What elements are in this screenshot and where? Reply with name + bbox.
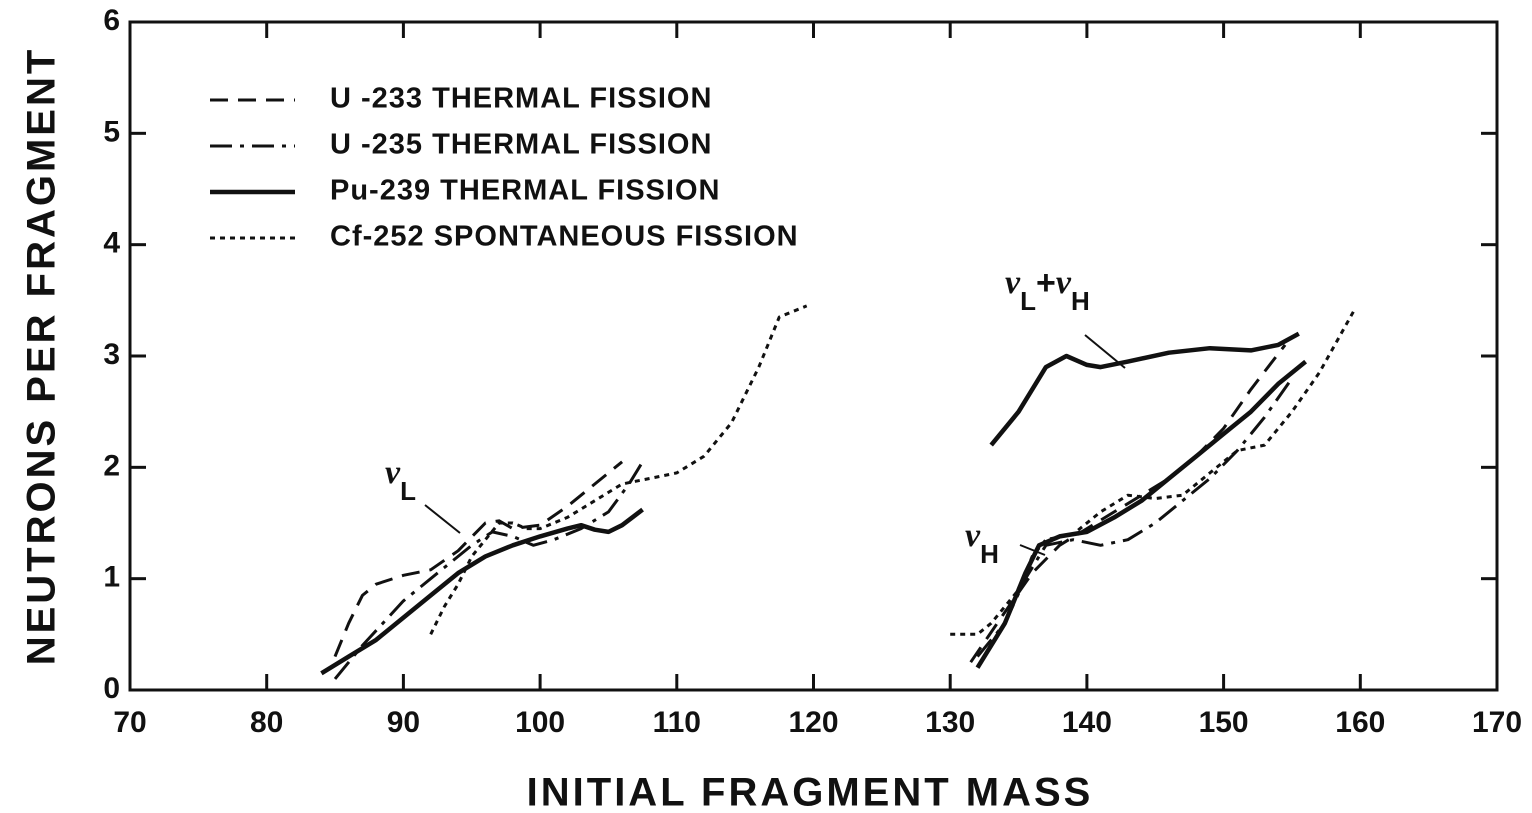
x-tick-label: 130	[925, 706, 975, 739]
x-tick-label: 160	[1335, 706, 1385, 739]
series-line	[333, 343, 1287, 664]
y-tick-label: 6	[103, 4, 120, 37]
y-tick-label: 0	[103, 672, 120, 705]
y-tick-label: 1	[103, 561, 120, 594]
legend-label: Pu-239 THERMAL FISSION	[330, 175, 720, 207]
annotation-part: L	[400, 476, 416, 506]
leader-line	[1019, 544, 1046, 556]
y-axis-label: NEUTRONS PER FRAGMENT	[20, 47, 64, 666]
x-tick-label: 140	[1062, 706, 1112, 739]
legend-label: U -233 THERMAL FISSION	[330, 83, 712, 115]
series-line	[429, 304, 1355, 636]
x-axis-label: INITIAL FRAGMENT MASS	[527, 771, 1094, 813]
x-tick-label: 110	[653, 706, 701, 739]
x-tick-label: 100	[515, 706, 565, 739]
x-tick-label: 80	[250, 706, 283, 739]
annotation-part: ν	[965, 517, 981, 554]
annotation-part: ν	[1005, 264, 1021, 301]
annotation-part: +	[1036, 264, 1056, 302]
x-tick-label: 150	[1199, 706, 1249, 739]
y-tick-label: 4	[103, 227, 120, 260]
legend-label: Cf-252 SPONTANEOUS FISSION	[330, 221, 799, 253]
series-line	[320, 331, 1308, 676]
annotation: νL+νH	[1005, 264, 1090, 316]
y-tick-label: 3	[103, 338, 120, 371]
y-tick-label: 5	[103, 115, 120, 148]
annotation: νL	[385, 454, 416, 506]
x-tick-label: 170	[1472, 706, 1522, 739]
annotation-part: ν	[1056, 264, 1072, 301]
annotation-part: H	[980, 539, 999, 569]
x-tick-label: 70	[113, 706, 146, 739]
leader-line	[424, 504, 461, 534]
annotation-part: ν	[385, 454, 401, 491]
annotation-part: H	[1071, 286, 1090, 316]
y-tick-label: 2	[103, 449, 120, 482]
legend-label: U -235 THERMAL FISSION	[330, 129, 712, 161]
annotation-part: L	[1020, 286, 1036, 316]
x-tick-label: 120	[788, 706, 838, 739]
plot-frame	[128, 20, 1499, 692]
x-tick-label: 90	[387, 706, 420, 739]
annotation: νH	[965, 517, 999, 569]
